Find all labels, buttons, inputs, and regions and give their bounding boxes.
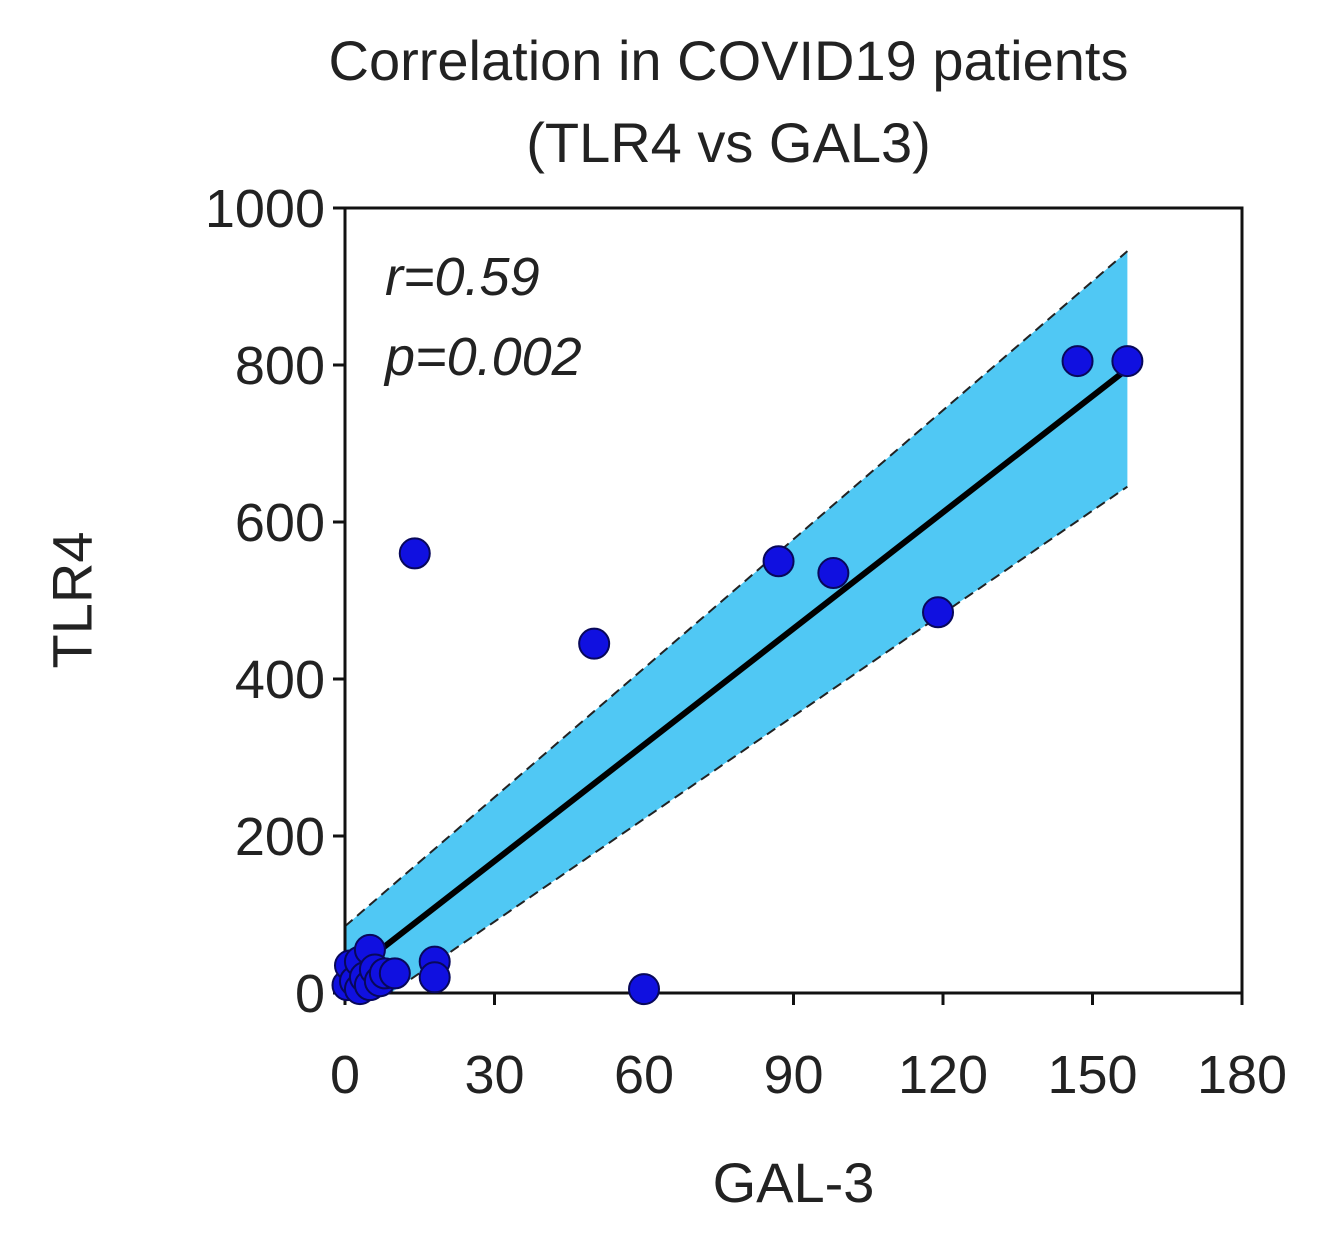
band-upper-edge	[345, 250, 1129, 928]
data-point	[578, 627, 611, 660]
data-point	[817, 557, 850, 590]
data-point	[1111, 345, 1144, 378]
x-tick-label: 180	[1197, 1045, 1287, 1105]
x-axis-label: GAL-3	[712, 1151, 875, 1214]
x-tick-label: 30	[464, 1045, 524, 1105]
data-point	[378, 957, 411, 990]
p-annotation: p=0.002	[383, 327, 582, 387]
band-lower-edge	[388, 485, 1128, 993]
chart-title-line1: Correlation in COVID19 patients	[328, 29, 1129, 92]
data-point	[398, 537, 431, 570]
chart-title-line2: (TLR4 vs GAL3)	[526, 111, 931, 174]
y-tick-label: 0	[295, 964, 325, 1024]
x-tick-label: 0	[330, 1045, 360, 1105]
data-point	[922, 596, 955, 629]
x-tick-label: 60	[614, 1045, 674, 1105]
regression-line	[345, 366, 1130, 980]
confidence-band	[345, 251, 1128, 993]
x-tick-label: 90	[763, 1045, 823, 1105]
y-tick-label: 400	[235, 650, 325, 710]
data-point	[418, 961, 451, 994]
x-tick-label: 150	[1047, 1045, 1137, 1105]
data-point	[1061, 345, 1094, 378]
y-tick-label: 600	[235, 493, 325, 553]
r-annotation: r=0.59	[385, 247, 540, 307]
data-point	[628, 973, 660, 1006]
y-tick-label: 1000	[205, 179, 325, 239]
y-tick-label: 800	[235, 336, 325, 396]
data-point	[762, 545, 795, 578]
y-tick-label: 200	[235, 807, 325, 867]
x-tick-label: 120	[898, 1045, 988, 1105]
